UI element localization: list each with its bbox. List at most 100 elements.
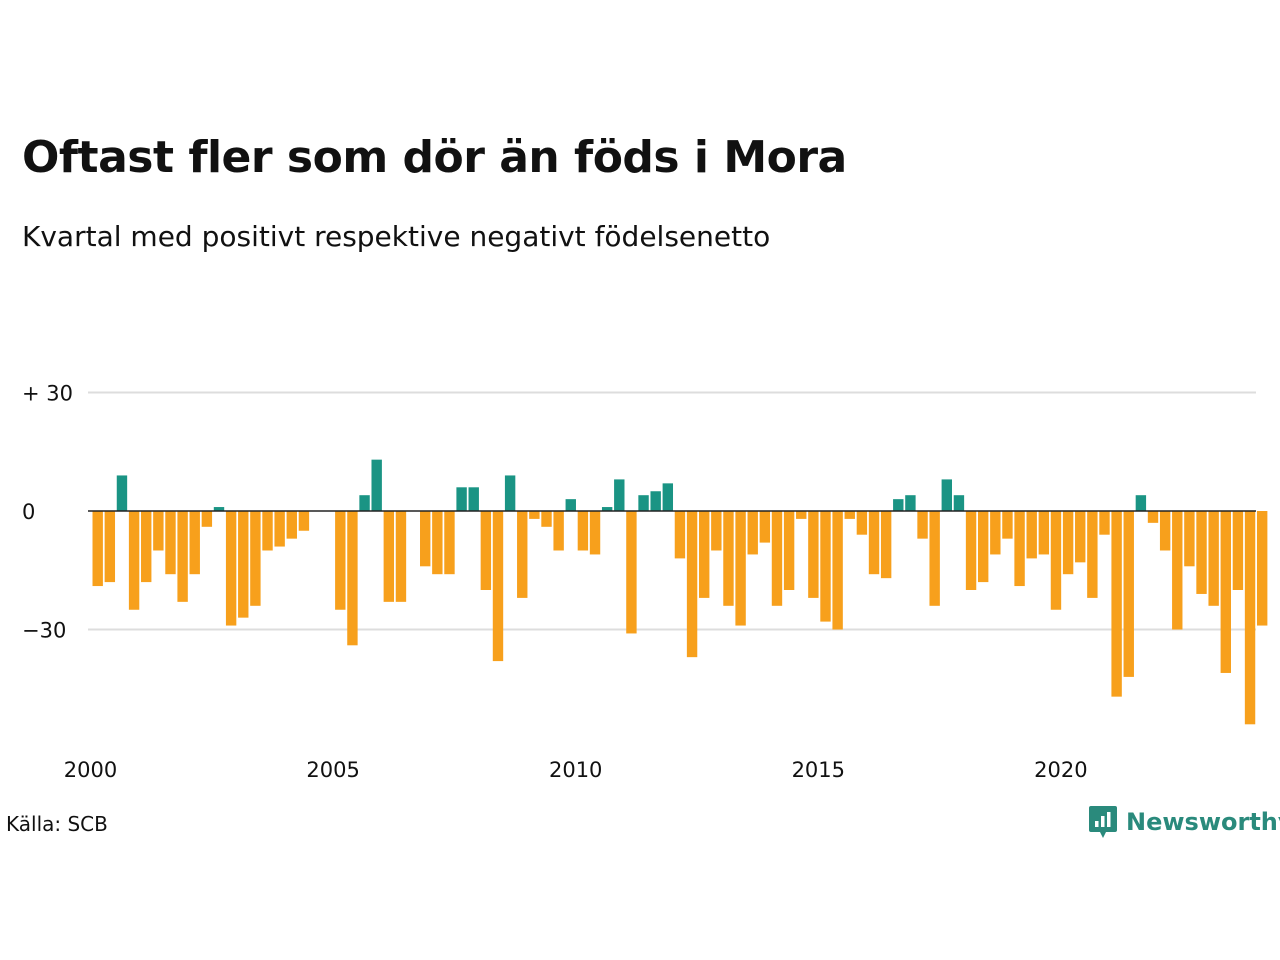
bar: [965, 511, 977, 590]
bar: [844, 511, 855, 519]
bar: [880, 511, 892, 579]
bar: [1184, 511, 1195, 567]
bar: [1159, 511, 1171, 551]
bar: [553, 511, 564, 551]
bar: [420, 511, 431, 567]
bar: [638, 495, 649, 511]
bar: [274, 511, 285, 547]
bar: [165, 511, 176, 575]
bar: [1026, 511, 1037, 559]
brand-name: Newsworthy: [1126, 808, 1280, 836]
bar: [1099, 511, 1110, 535]
bar: [238, 511, 249, 618]
bar: [723, 511, 734, 606]
bar: [480, 511, 492, 590]
bar: [735, 511, 746, 626]
bar: [383, 511, 395, 602]
bar: [783, 511, 795, 590]
chart-title: Oftast fler som dör än föds i Mora: [22, 132, 847, 183]
newsworthy-logo-icon: [1089, 806, 1117, 838]
bar: [177, 511, 188, 602]
bar: [347, 511, 358, 646]
bar: [262, 511, 273, 551]
bar: [359, 495, 370, 511]
bar: [529, 511, 540, 519]
bar: [1002, 511, 1013, 539]
bar: [953, 495, 965, 511]
bar: [492, 511, 504, 662]
bar: [92, 511, 103, 587]
bar: [1087, 511, 1098, 598]
bar: [917, 511, 928, 539]
bar: [759, 511, 771, 543]
bar: [905, 495, 916, 511]
bar: [601, 507, 613, 511]
bar: [1147, 511, 1159, 523]
bar: [541, 511, 552, 527]
bar: [699, 511, 710, 598]
bar: [650, 491, 661, 511]
y-tick-label: + 30: [22, 382, 73, 406]
brand-logo: Newsworthy: [1088, 804, 1280, 840]
bar: [1256, 511, 1268, 626]
bar: [1220, 511, 1231, 673]
chart-subtitle: Kvartal med positivt respektive negativt…: [22, 220, 771, 253]
x-tick-label: 2005: [306, 758, 359, 782]
bar: [250, 511, 261, 606]
bar: [796, 511, 807, 519]
bar: [832, 511, 843, 630]
bar: [432, 511, 443, 575]
bar: [456, 487, 467, 511]
bar: [856, 511, 868, 535]
bar: [213, 507, 225, 511]
bar: [1232, 511, 1244, 590]
bar: [1050, 511, 1062, 610]
bar: [868, 511, 880, 575]
bar: [929, 511, 940, 606]
x-tick-label: 2010: [549, 758, 602, 782]
bar: [626, 511, 637, 634]
bar: [1075, 511, 1086, 563]
y-tick-label: −30: [22, 619, 66, 643]
bar: [286, 511, 297, 539]
bar: [153, 511, 164, 551]
bar: [1135, 495, 1147, 511]
bar: [614, 479, 625, 511]
x-tick-label: 2015: [792, 758, 845, 782]
x-tick-label: 2000: [64, 758, 117, 782]
bar: [565, 499, 576, 511]
bar: [1111, 511, 1122, 697]
bar: [504, 475, 516, 511]
bar: [771, 511, 783, 606]
bar: [201, 511, 213, 527]
bar: [990, 511, 1001, 555]
bar: [711, 511, 722, 551]
bar: [577, 511, 589, 551]
bar: [1014, 511, 1025, 587]
bar: [1244, 511, 1256, 725]
bar: [1123, 511, 1134, 677]
bar: [189, 511, 200, 575]
bar: [116, 475, 128, 511]
bar: [141, 511, 152, 583]
bar: [1172, 511, 1183, 630]
bar: [977, 511, 989, 583]
bar: [1196, 511, 1207, 594]
bar: [444, 511, 455, 575]
bar: [1038, 511, 1050, 555]
bar: [128, 511, 140, 610]
bar: [589, 511, 601, 555]
bar: [104, 511, 116, 583]
bar: [674, 511, 686, 559]
bar: [941, 479, 952, 511]
bar: [820, 511, 831, 622]
source-note: Källa: SCB: [6, 812, 108, 836]
y-tick-label: 0: [22, 500, 35, 524]
bar: [686, 511, 698, 658]
bar: [298, 511, 310, 531]
bar: [808, 511, 819, 598]
bar: [468, 487, 479, 511]
bar: [662, 483, 674, 511]
bar: [517, 511, 528, 598]
